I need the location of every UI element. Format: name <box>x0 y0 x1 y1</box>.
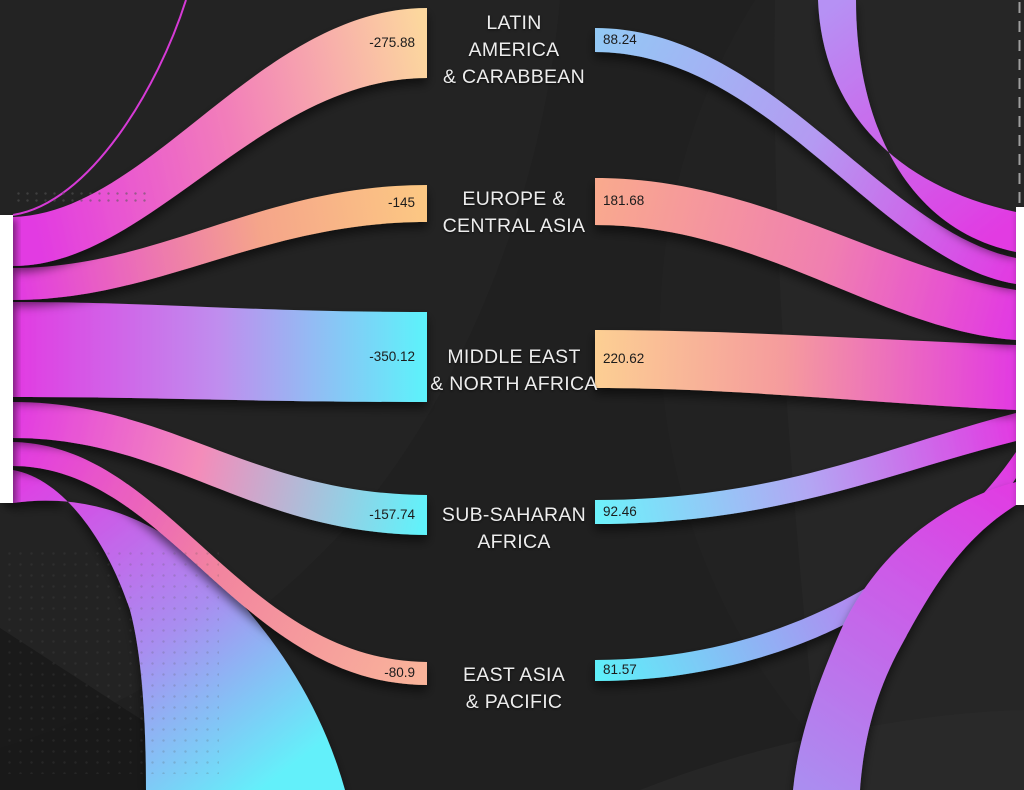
inflow-value-europe: 181.68 <box>603 193 645 208</box>
flow-europe-outflow[interactable] <box>13 185 427 300</box>
region-label-line: EUROPE & <box>462 188 566 210</box>
region-label-east-asia: EAST ASIA & PACIFIC <box>404 662 624 716</box>
flow-right-node-offscreen-top[interactable] <box>818 0 1016 252</box>
flow-middle-east-inflow[interactable] <box>595 330 1016 410</box>
flow-sub-saharan-outflow[interactable] <box>13 402 427 535</box>
region-label-line: & CARABBEAN <box>442 66 585 88</box>
inflow-value-sub-saharan: 92.46 <box>603 504 637 519</box>
region-label-line: EAST ASIA <box>462 664 566 686</box>
node-left[interactable] <box>0 215 13 503</box>
outflow-value-middle-east: -350.12 <box>369 349 415 364</box>
region-label-line: AMERICA <box>468 39 560 61</box>
region-label-line: CENTRAL ASIA <box>442 215 586 237</box>
flow-sub-saharan-inflow[interactable] <box>595 413 1016 524</box>
region-label-latin-america: LATIN AMERICA & CARABBEAN <box>404 10 624 91</box>
inflow-value-middle-east: 220.62 <box>603 351 645 366</box>
flow-europe-inflow[interactable] <box>595 178 1016 340</box>
region-label-line: LATIN <box>486 12 542 34</box>
outflow-value-sub-saharan: -157.74 <box>369 507 415 522</box>
flow-latin-america-inflow[interactable] <box>595 28 1016 284</box>
outflow-value-europe: -145 <box>387 195 415 210</box>
inflow-value-east-asia: 81.57 <box>603 662 637 677</box>
flow-right-node-offscreen-bottom[interactable] <box>793 482 1016 790</box>
region-label-sub-saharan: SUB-SAHARAN AFRICA <box>404 502 624 556</box>
node-right[interactable] <box>1016 207 1024 505</box>
flow-east-asia-outflow[interactable] <box>13 442 427 685</box>
inflow-value-latin-america: 88.24 <box>603 32 637 47</box>
region-label-line: & NORTH AFRICA <box>430 373 598 395</box>
flow-left-node-thin-top[interactable] <box>12 0 187 216</box>
flow-left-node-offscreen-bottom[interactable] <box>13 470 345 790</box>
region-label-line: MIDDLE EAST <box>447 346 581 368</box>
region-label-line: & PACIFIC <box>465 691 563 713</box>
region-label-europe: EUROPE & CENTRAL ASIA <box>404 186 624 240</box>
outflow-value-east-asia: -80.9 <box>384 665 415 680</box>
region-label-line: AFRICA <box>477 531 551 553</box>
flow-middle-east-outflow[interactable] <box>13 302 427 402</box>
region-label-line: SUB-SAHARAN <box>441 504 587 526</box>
region-label-middle-east: MIDDLE EAST & NORTH AFRICA <box>404 344 624 398</box>
outflow-value-latin-america: -275.88 <box>369 35 415 50</box>
